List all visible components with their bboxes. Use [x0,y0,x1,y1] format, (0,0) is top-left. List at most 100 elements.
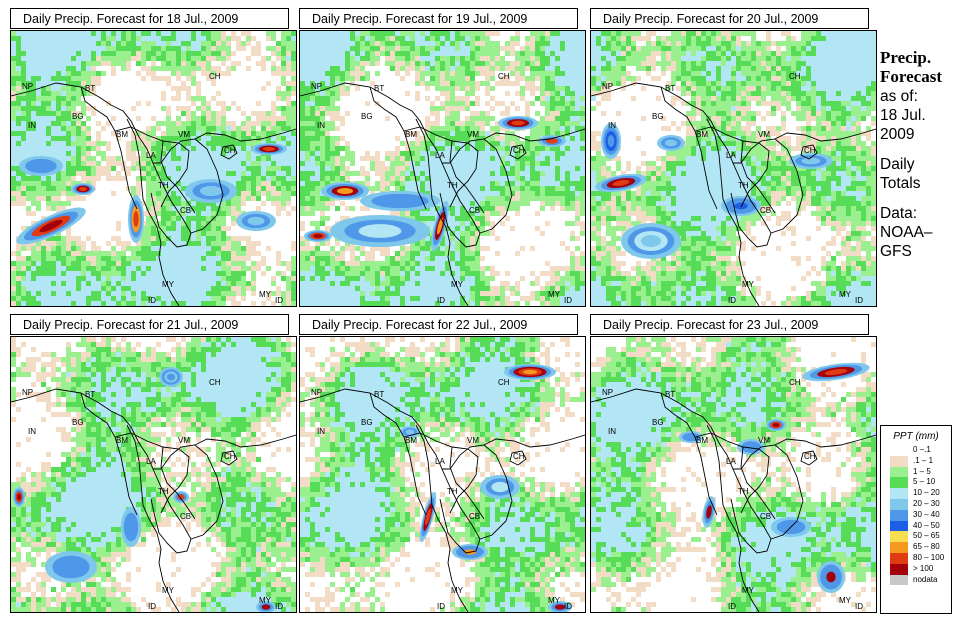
precip-cell [415,86,420,91]
precip-cell [385,106,390,111]
precip-cell [505,51,510,56]
precip-cell [196,151,201,156]
precip-cell [196,86,201,91]
precip-cell [266,261,271,266]
precip-cell [21,156,26,161]
precip-cell [106,276,111,281]
precip-cell [226,66,231,71]
precip-cell [141,261,146,266]
precip-cell [405,71,410,76]
precip-cell [475,176,480,181]
precip-cell [231,226,236,231]
precip-cell [350,41,355,46]
precip-cell [161,76,166,81]
precip-cell [530,41,535,46]
precip-cell [116,91,121,96]
precip-cell [106,266,111,271]
precip-cell [81,111,86,116]
precip-cell [305,81,310,86]
precip-cell [116,66,121,71]
precip-cell [261,51,266,56]
precip-cell [405,96,410,101]
precip-cell [535,56,540,61]
precip-cell [580,71,585,76]
precip-cell [206,176,211,181]
precip-cell [540,171,545,176]
precip-cell [276,191,281,196]
precip-cell [91,216,96,221]
precip-cell [485,101,490,106]
precip-cell [236,136,241,141]
precip-cell [520,91,525,96]
precip-cell [276,116,281,121]
precip-cell [261,201,266,206]
precip-cell [111,221,116,226]
precip-cell [535,131,540,136]
precip-cell [291,276,296,281]
precip-cell [146,276,151,281]
precip-cell [121,146,126,151]
precip-cell [146,131,151,136]
precip-cell [191,91,196,96]
precip-cell [470,141,475,146]
precip-cell [156,66,161,71]
precip-cell [216,56,221,61]
precip-cell [251,136,256,141]
precip-cell [300,171,305,176]
precip-cell [455,81,460,86]
precip-cell [251,286,256,291]
precip-cell [465,31,470,36]
precip-cell [510,66,515,71]
precip-cell [380,51,385,56]
precip-cell [171,256,176,261]
precip-cell [201,141,206,146]
precip-cell [161,146,166,151]
precip-cell [345,161,350,166]
precip-cell [141,41,146,46]
precip-cell [196,96,201,101]
precip-cell [216,61,221,66]
precip-cell [420,141,425,146]
precip-cell [191,36,196,41]
precip-cell [231,201,236,206]
precip-cell [186,176,191,181]
precip-cell [26,256,31,261]
precip-cell [221,271,226,276]
precip-cell [580,31,585,36]
precip-cell [211,171,216,176]
precip-cell [71,101,76,106]
precip-cell [435,141,440,146]
precip-cell [251,206,256,211]
precip-cell [490,31,495,36]
precip-cell [565,36,570,41]
precip-cell [161,111,166,116]
precip-cell [166,296,171,301]
precip-cell [46,206,51,211]
precip-cell [66,171,71,176]
precip-cell [410,116,415,121]
precip-cell [96,216,101,221]
precip-cell [106,191,111,196]
precip-cell [221,221,226,226]
precip-cell [286,136,291,141]
precip-cell [335,61,340,66]
precip-cell [31,41,36,46]
precip-cell [380,171,385,176]
precip-cell [345,76,350,81]
precip-cell [106,296,111,301]
precip-cell [271,181,276,186]
precip-cell [16,231,21,236]
precip-cell [81,166,86,171]
precip-cell [146,41,151,46]
precip-cell [380,121,385,126]
precip-cell [360,181,365,186]
precip-cell [236,131,241,136]
precip-cell [16,206,21,211]
precip-cell [126,201,131,206]
precip-cell [221,161,226,166]
precip-cell [161,176,166,181]
precip-cell [201,176,206,181]
precip-cell [540,66,545,71]
precip-cell [181,66,186,71]
precip-cell [271,136,276,141]
